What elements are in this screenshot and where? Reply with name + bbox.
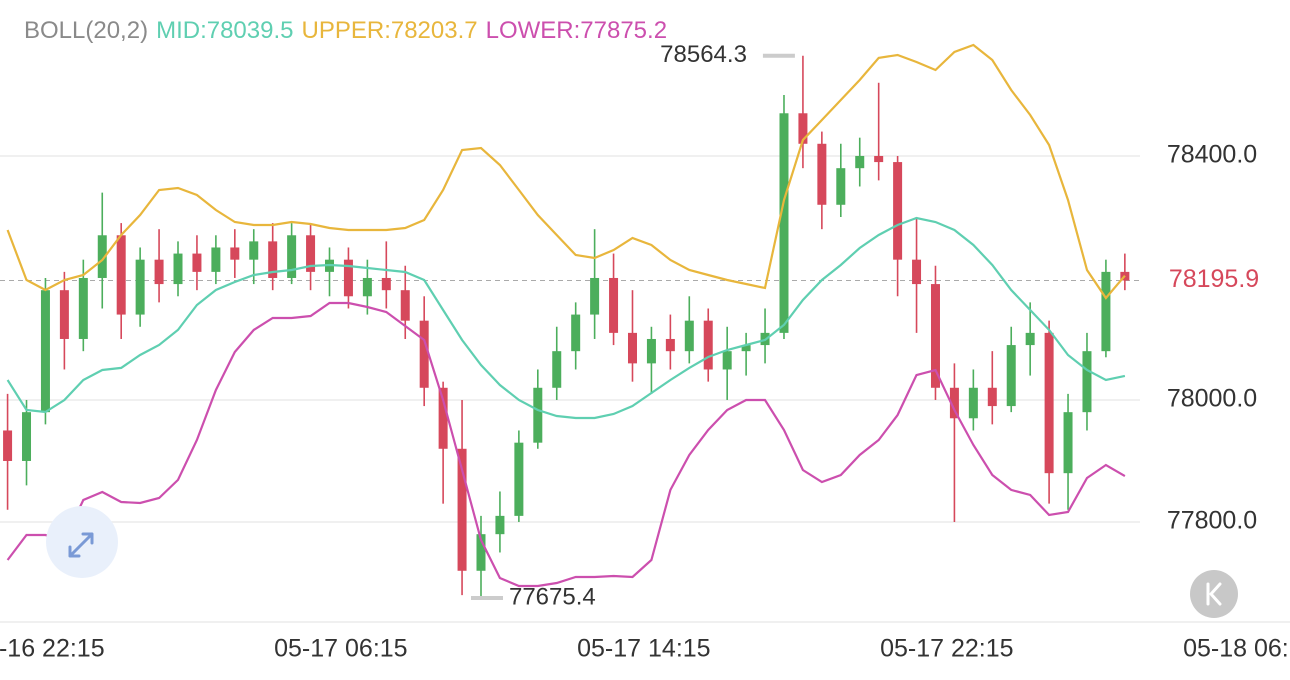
x-tick-label: 05-16 22:15 (0, 635, 105, 663)
candle-body (116, 235, 126, 315)
max-label: 78564.3 (660, 41, 747, 68)
plot (0, 43, 1290, 623)
candle-body (930, 284, 940, 388)
candle-body (135, 259, 145, 315)
candle-body (665, 338, 675, 352)
candle-body (514, 442, 524, 516)
candle-body (798, 113, 808, 144)
candle-body (722, 351, 732, 370)
candle-body (987, 387, 997, 407)
candle-body (741, 345, 751, 352)
candle-body (400, 290, 410, 321)
y-tick-label: 78000.0 (1167, 385, 1257, 413)
candle-body (78, 277, 88, 339)
candle-body (306, 235, 316, 272)
candle-body (1063, 412, 1073, 474)
candle-body (476, 534, 486, 571)
legend-readout: MID:78039.5 (156, 17, 293, 44)
candle-body (571, 314, 581, 352)
back-to-latest-button[interactable] (1190, 570, 1238, 618)
candle-body (590, 277, 600, 315)
candle-body (59, 290, 69, 339)
candle-body (192, 253, 202, 272)
candle-body (419, 320, 429, 388)
candle-body (381, 277, 391, 291)
band-line (6, 43, 1126, 300)
candle-body (438, 387, 448, 449)
indicator-label: BOLL(20,2) (24, 17, 148, 44)
candle-body (703, 320, 713, 370)
candle-body (287, 235, 297, 278)
candle-body (40, 290, 50, 413)
band-line (6, 301, 1126, 588)
candle-body (362, 277, 372, 297)
candle-body (949, 387, 959, 419)
last-price-label: 78195.9 (1169, 265, 1259, 293)
expand-button[interactable] (46, 506, 118, 578)
candle-body (627, 332, 637, 364)
candle-body (495, 515, 505, 535)
indicator-legend: BOLL(20,2) MID:78039.5 UPPER:78203.7 LOWER:… (24, 17, 667, 44)
candle-body (893, 162, 903, 260)
candle-body (249, 241, 259, 260)
x-tick-label: 05-17 22:15 (880, 635, 1013, 663)
candle-body (912, 259, 922, 285)
candle-body (1044, 332, 1054, 474)
legend-readout: UPPER:78203.7 (302, 17, 478, 44)
candle-body (1025, 332, 1035, 346)
candle-body (457, 448, 467, 571)
candle-body (609, 277, 619, 333)
candle-body (173, 253, 183, 285)
candle-body (154, 259, 164, 285)
candle-body (1101, 271, 1111, 352)
x-tick-label: 05-18 06:15 (1183, 635, 1290, 663)
candle-body (343, 259, 353, 297)
band-line (6, 216, 1126, 420)
candle-body (1082, 351, 1092, 413)
candle-body (533, 387, 543, 443)
candle-body (97, 235, 107, 278)
candle-body (211, 247, 221, 272)
candle-body (874, 155, 884, 163)
x-tick-label: 05-17 14:15 (577, 635, 710, 663)
candle-body (779, 113, 789, 333)
candle-body (968, 387, 978, 419)
candle-body (646, 338, 656, 364)
x-tick-label: 05-17 06:15 (274, 635, 407, 663)
candle-body (552, 351, 562, 388)
y-tick-label: 78400.0 (1167, 141, 1257, 169)
candle-body (1006, 345, 1016, 407)
candle-body (855, 155, 865, 169)
candle-body (836, 168, 846, 205)
candle-body (684, 320, 694, 352)
candle-body (22, 412, 32, 461)
candle-body (268, 241, 278, 278)
candle-body (3, 430, 13, 461)
candle-body (230, 247, 240, 260)
min-label: 77675.4 (509, 583, 596, 610)
y-tick-label: 77800.0 (1167, 507, 1257, 535)
candle-body (817, 143, 827, 205)
legend-readout: LOWER:77875.2 (486, 17, 667, 44)
